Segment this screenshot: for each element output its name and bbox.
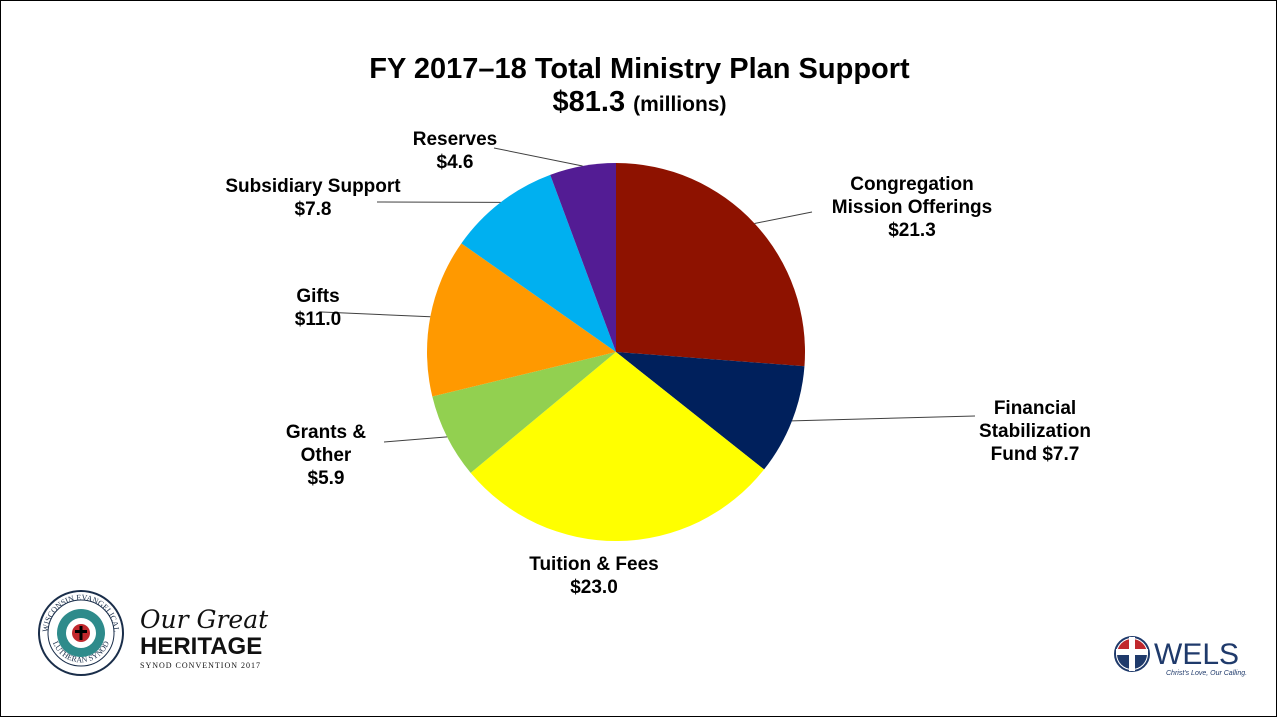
slice-label-line: $23.0: [570, 577, 618, 598]
slice-label: Tuition & Fees $23.0: [529, 554, 658, 598]
pie-slice: [461, 174, 616, 352]
pie-slice: [427, 243, 616, 397]
slice-label-line: Financial: [994, 398, 1076, 419]
pie-slice: [470, 352, 765, 541]
logo-heritage-text: HERITAGE: [140, 633, 262, 660]
slice-label-line: $4.6: [437, 152, 474, 173]
pie-slice: [616, 352, 805, 470]
leader-line: [383, 436, 448, 443]
pie-slice: [550, 163, 616, 352]
slice-label: Gifts $11.0: [295, 286, 342, 330]
leader-line: [493, 147, 583, 167]
pie-slice: [432, 352, 616, 473]
slice-label-line: Grants &: [286, 422, 367, 443]
wels-logo: WELS Christ's Love, Our Calling.: [1114, 636, 1247, 677]
leader-line: [321, 311, 431, 318]
leader-line: [754, 211, 813, 224]
slice-label: Congregation Mission Offerings $21.3: [832, 174, 992, 241]
logo-script-text: Our Great: [140, 605, 269, 634]
slice-label-line: Other: [301, 445, 352, 466]
slice-label-line: Tuition & Fees: [529, 554, 658, 575]
slice-label: Financial Stabilization Fund $7.7: [979, 398, 1091, 465]
slice-label: Reserves $4.6: [413, 129, 498, 173]
slice-label-line: Gifts: [296, 286, 339, 307]
slice-label-line: Mission Offerings: [832, 197, 992, 218]
slice-label-line: Subsidiary Support: [225, 176, 401, 197]
logo-convention-text: SYNOD CONVENTION 2017: [140, 661, 261, 670]
slice-label: Subsidiary Support $7.8: [225, 176, 401, 220]
slice-label-line: Congregation: [850, 174, 974, 195]
slice-label-line: $5.9: [308, 468, 345, 489]
chart-title: FY 2017–18 Total Ministry Plan Support: [369, 53, 910, 85]
subtitle-unit: (millions): [633, 93, 727, 116]
slice-label-line: $11.0: [295, 309, 342, 330]
pie-slice: [616, 163, 805, 367]
chart-subtitle: $81.3 (millions): [0, 86, 1279, 121]
slice-label-line: Reserves: [413, 129, 498, 150]
wels-name-text: WELS: [1154, 638, 1239, 671]
leader-line: [791, 415, 976, 422]
slice-label: Grants & Other $5.9: [286, 422, 367, 489]
slice-label-line: Fund $7.7: [991, 444, 1080, 465]
subtitle-value: $81.3: [552, 86, 626, 118]
slice-label-line: $7.8: [295, 199, 332, 220]
slice-label-line: $21.3: [888, 220, 936, 241]
wels-tagline-text: Christ's Love, Our Calling.: [1166, 670, 1247, 677]
our-great-heritage-logo: WISCONSIN EVANGELICAL LUTHERAN SYNOD Our…: [38, 590, 269, 676]
slice-label-line: Stabilization: [979, 421, 1091, 442]
chart-title-block: FY 2017–18 Total Ministry Plan Support $…: [0, 52, 1279, 121]
